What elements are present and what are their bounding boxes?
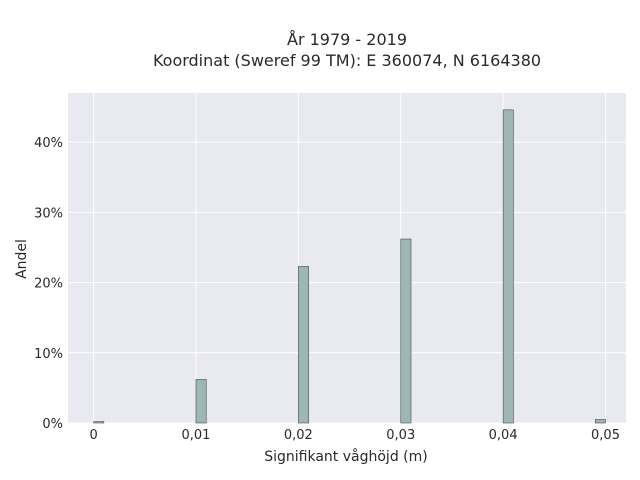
histogram-bar <box>502 109 514 424</box>
x-tick-label: 0,01 <box>182 428 211 443</box>
x-tick-label: 0,02 <box>284 428 313 443</box>
histogram-bar <box>195 379 207 424</box>
x-tick-label: 0,04 <box>489 428 518 443</box>
x-tick-label: 0,03 <box>386 428 415 443</box>
plot-area <box>68 93 626 423</box>
histogram-bar <box>298 266 309 424</box>
y-tick-label: 0% <box>42 417 63 432</box>
y-tick-label: 10% <box>34 347 63 362</box>
x-tick-label: 0 <box>89 428 97 443</box>
y-tick-label: 40% <box>34 136 63 151</box>
histogram-bar <box>594 419 606 424</box>
bars <box>93 109 606 424</box>
y-tick-label: 20% <box>34 277 63 292</box>
chart-title-line2: Koordinat (Sweref 99 TM): E 360074, N 61… <box>153 51 541 70</box>
y-tick-label: 30% <box>34 206 63 221</box>
histogram-bar <box>93 421 105 424</box>
gridlines <box>68 93 626 424</box>
y-tick-labels: 0% 10% 20% 30% 40% <box>34 136 63 432</box>
x-tick-labels: 0 0,01 0,02 0,03 0,04 0,05 <box>89 428 620 443</box>
x-axis-label: Signifikant våghöjd (m) <box>264 448 427 465</box>
chart-title-line1: År 1979 - 2019 <box>287 30 407 49</box>
x-tick-label: 0,05 <box>591 428 620 443</box>
y-axis-label: Andel <box>14 239 30 279</box>
histogram-bar <box>400 238 412 424</box>
